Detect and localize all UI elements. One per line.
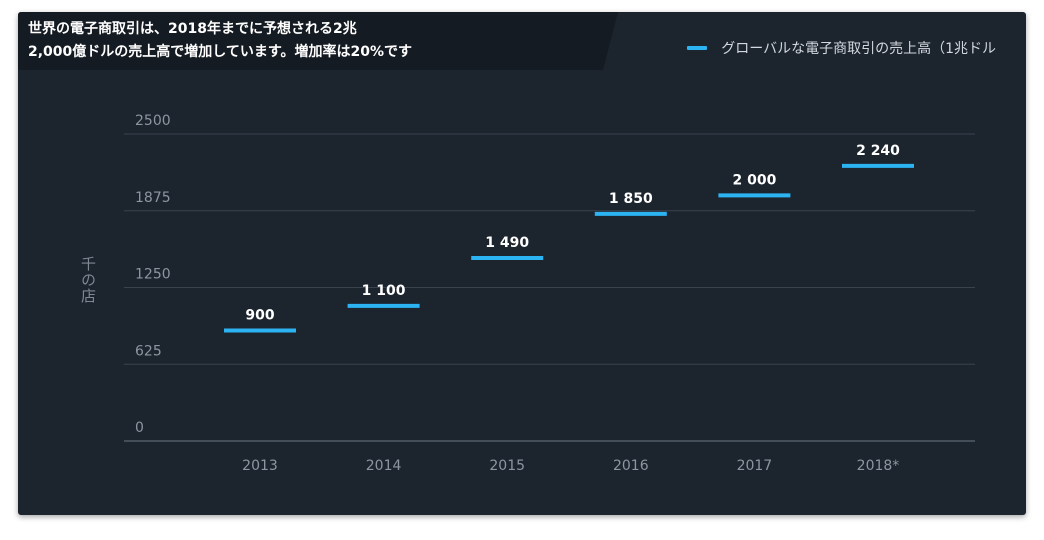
data-label: 2 000 — [732, 172, 776, 188]
y-tick-label: 1875 — [135, 190, 171, 206]
chart-title-line-1: 世界の電子商取引は、2018年までに予想される2兆 — [28, 21, 357, 37]
data-label: 1 490 — [485, 235, 529, 251]
x-tick-label: 2013 — [242, 458, 278, 474]
legend-label: グローバルな電子商取引の売上高（1兆ドル — [721, 41, 996, 57]
data-label: 1 100 — [362, 283, 406, 299]
x-tick-label: 2018* — [857, 458, 900, 474]
data-label: 2 240 — [856, 143, 900, 159]
legend-swatch — [687, 46, 708, 50]
x-tick-label: 2015 — [489, 458, 525, 474]
title-banner: 世界の電子商取引は、2018年までに予想される2兆 2,000億ドルの売上高で増… — [18, 12, 618, 70]
data-label: 900 — [245, 307, 274, 323]
y-tick-label: 1250 — [135, 267, 171, 283]
x-tick-label: 2017 — [737, 458, 773, 474]
y-axis-label: 千の店 — [79, 256, 97, 304]
chart-title: 世界の電子商取引は、2018年までに予想される2兆 2,000億ドルの売上高で増… — [28, 18, 588, 64]
x-tick-label: 2016 — [613, 458, 649, 474]
chart-legend: グローバルな電子商取引の売上高（1兆ドル — [687, 38, 996, 58]
chart-plot: 0 625 1250 1875 2500 2013 900 2014 1 100 2015 1 49… — [124, 113, 975, 474]
y-tick-label: 625 — [135, 343, 162, 359]
y-tick-label: 0 — [135, 420, 144, 436]
y-tick-label: 2500 — [135, 113, 171, 129]
data-label: 1 850 — [609, 191, 653, 207]
chart-title-line-2: 2,000億ドルの売上高で増加しています。増加率は20%です — [28, 44, 412, 60]
x-tick-label: 2014 — [366, 458, 402, 474]
chart-card: 世界の電子商取引は、2018年までに予想される2兆 2,000億ドルの売上高で増… — [18, 12, 1026, 515]
